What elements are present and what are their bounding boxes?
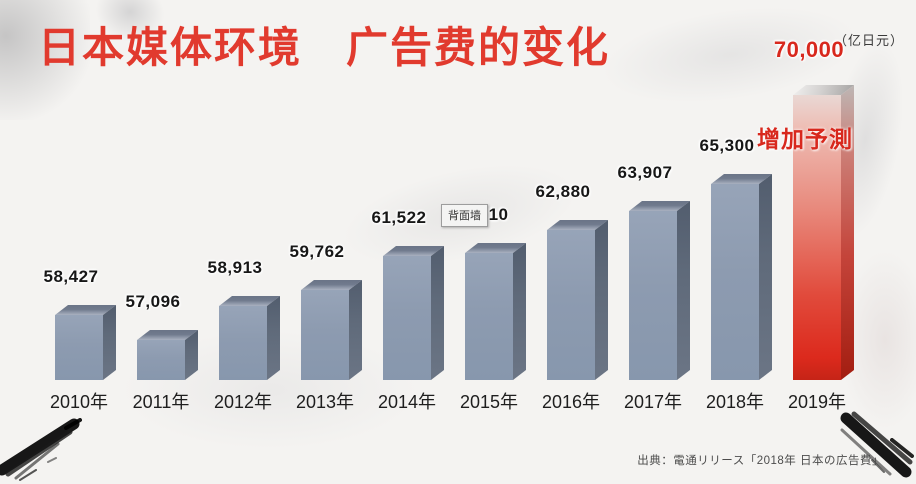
bar-face-side bbox=[103, 305, 116, 380]
chart-column: 65,300 2018年 bbox=[694, 0, 776, 412]
bar-face-top bbox=[137, 330, 198, 340]
hover-tooltip: 背面墙 bbox=[441, 204, 488, 227]
year-label: 2017年 bbox=[623, 392, 683, 412]
bar-forecast-2019年[interactable] bbox=[793, 83, 854, 380]
bar-face-side bbox=[513, 243, 526, 380]
bar-2017年[interactable] bbox=[629, 199, 690, 380]
forecast-annotation: 增加予測 bbox=[757, 126, 853, 152]
value-label: 59,762 bbox=[289, 242, 345, 261]
bar-face-front bbox=[137, 340, 185, 380]
bar-face-side bbox=[185, 330, 198, 380]
chart-column: 59,762 2013年 bbox=[284, 0, 366, 412]
slide-title: 日本媒体环境 广告费的变化 bbox=[38, 24, 611, 71]
bar-face-top bbox=[793, 85, 854, 95]
bar-face-side bbox=[677, 201, 690, 380]
bar-face-front bbox=[383, 256, 431, 380]
axis-unit-label: （亿日元） bbox=[833, 33, 904, 48]
chart-column: 70,000 2019年 bbox=[774, 0, 858, 412]
value-label: 57,096 bbox=[125, 292, 181, 311]
chart-column: 58,913 2012年 bbox=[202, 0, 284, 412]
year-label: 2015年 bbox=[459, 392, 519, 412]
chart-column: 61,522 2014年 bbox=[366, 0, 448, 412]
value-label: 61,522 bbox=[371, 208, 427, 227]
year-label: 2014年 bbox=[377, 392, 437, 412]
value-label: 58,427 bbox=[43, 267, 99, 286]
bar-face-front bbox=[465, 253, 513, 380]
year-label: 2019年 bbox=[787, 392, 847, 412]
bar-face-front bbox=[55, 315, 103, 380]
chart-column: 61,7102015年 bbox=[448, 0, 530, 412]
bar-face-front bbox=[711, 184, 759, 380]
value-label: 58,913 bbox=[207, 258, 263, 277]
bar-face-top bbox=[301, 280, 362, 290]
bar-face-side bbox=[759, 174, 772, 380]
chart-column: 57,096 2011年 bbox=[120, 0, 202, 412]
bar-face-side bbox=[841, 85, 854, 380]
bar-face-top bbox=[711, 174, 772, 184]
bar-2014年[interactable] bbox=[383, 244, 444, 380]
chart-column: 62,880 2016年 bbox=[530, 0, 612, 412]
bar-2011年[interactable] bbox=[137, 328, 198, 380]
year-label: 2018年 bbox=[705, 392, 765, 412]
bar-face-side bbox=[267, 296, 280, 380]
chart-column: 63,907 2017年 bbox=[612, 0, 694, 412]
value-label: 63,907 bbox=[617, 163, 673, 182]
bar-face-top bbox=[55, 305, 116, 315]
bar-2016年[interactable] bbox=[547, 218, 608, 380]
source-citation: 出典：電通リリース「2018年 日本の広告費」 bbox=[637, 455, 884, 467]
bar-face-side bbox=[595, 220, 608, 380]
year-label: 2010年 bbox=[49, 392, 109, 412]
year-label: 2013年 bbox=[295, 392, 355, 412]
bar-face-top bbox=[465, 243, 526, 253]
bar-face-side bbox=[431, 246, 444, 380]
bar-face-top bbox=[383, 246, 444, 256]
bar-chart: 58,427 2010年 57,096 2011年 58,913 2012年 59,762 2… bbox=[38, 0, 858, 412]
bar-2013年[interactable] bbox=[301, 278, 362, 380]
bar-2018年[interactable] bbox=[711, 172, 772, 380]
bar-face-front bbox=[547, 230, 595, 380]
bar-face-front bbox=[793, 95, 841, 380]
bar-face-front bbox=[219, 306, 267, 380]
bar-2012年[interactable] bbox=[219, 294, 280, 380]
ink-brush-stroke-bottom-right bbox=[840, 411, 914, 478]
bar-face-side bbox=[349, 280, 362, 380]
bar-2015年[interactable] bbox=[465, 241, 526, 380]
bar-face-top bbox=[219, 296, 280, 306]
year-label: 2011年 bbox=[132, 392, 190, 412]
bar-face-front bbox=[629, 211, 677, 380]
chart-column: 58,427 2010年 bbox=[38, 0, 120, 412]
bar-2010年[interactable] bbox=[55, 303, 116, 380]
value-label: 62,880 bbox=[535, 182, 591, 201]
value-label: 70,000 bbox=[773, 37, 845, 62]
year-label: 2012年 bbox=[213, 392, 273, 412]
bar-face-front bbox=[301, 290, 349, 380]
value-label: 65,300 bbox=[699, 136, 755, 155]
ink-brush-stroke-bottom-left bbox=[0, 418, 82, 481]
year-label: 2016年 bbox=[541, 392, 601, 412]
bar-face-top bbox=[547, 220, 608, 230]
bar-face-top bbox=[629, 201, 690, 211]
